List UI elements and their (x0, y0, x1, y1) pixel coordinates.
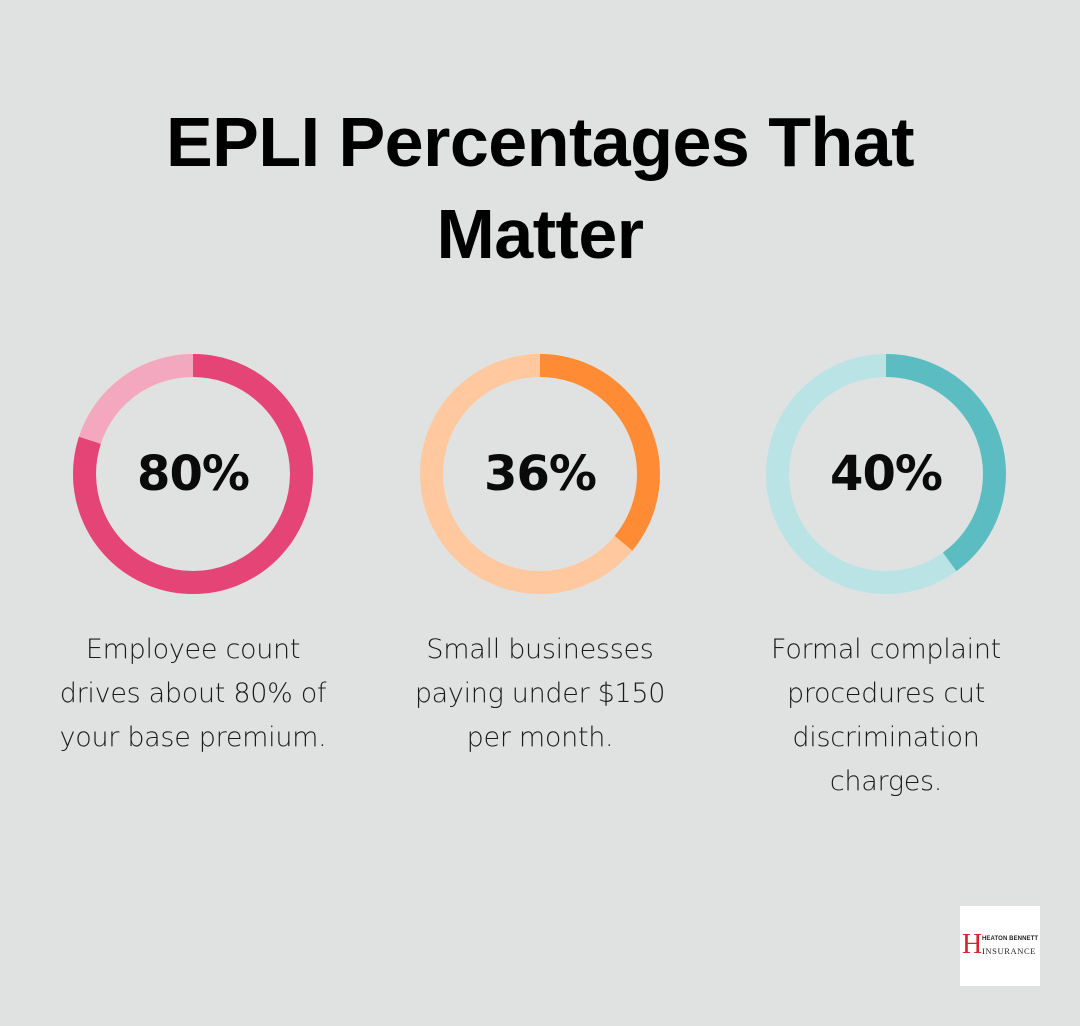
donut-ring (766, 354, 1006, 594)
logo-mark-icon: H (962, 929, 983, 960)
donut-chart: 40% (766, 354, 1006, 594)
donut-chart: 36% (420, 354, 660, 594)
donut-ring (420, 354, 660, 594)
page-title: EPLI Percentages That Matter (0, 96, 1080, 280)
company-logo: H HEATON BENNETT INSURANCE (960, 906, 1040, 986)
stat-caption: Employee count drives about 80% of your … (59, 634, 327, 753)
title-line-1: EPLI Percentages That (165, 103, 915, 181)
stat-caption: Formal complaint procedures cut discrimi… (771, 634, 1001, 797)
donut-chart: 80% (73, 354, 313, 594)
stat-card-complaint-procedures: 40% Formal complaint procedures cut disc… (736, 354, 1036, 804)
logo-line-1: HEATON BENNETT (982, 936, 1039, 942)
logo-line-2: INSURANCE (982, 946, 1037, 956)
donut-ring (73, 354, 313, 594)
stat-value: 40% (830, 446, 943, 502)
stat-value: 80% (137, 446, 250, 502)
stat-card-employee-count: 80% Employee count drives about 80% of y… (43, 354, 343, 760)
stat-card-small-business: 36% Small businesses paying under $150 p… (390, 354, 690, 760)
title-line-2: Matter (436, 195, 644, 273)
stat-caption: Small businesses paying under $150 per m… (414, 634, 666, 753)
stat-value: 36% (484, 446, 597, 502)
